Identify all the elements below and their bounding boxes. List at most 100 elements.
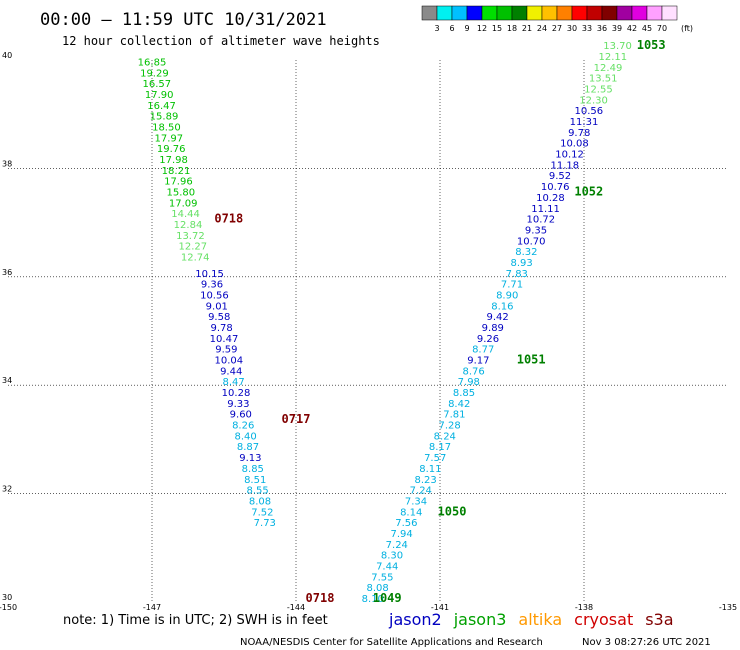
- colorbar-swatch: [511, 5, 528, 21]
- colorbar-swatch: [496, 5, 513, 21]
- wave-height-label: 12.74: [181, 253, 210, 264]
- wave-height-label: 8.87: [237, 442, 259, 453]
- colorbar-tick-label: 33: [582, 24, 592, 33]
- wave-height-label: 17.96: [164, 177, 193, 188]
- wave-height-label: 9.52: [549, 171, 571, 182]
- wave-height-label: 8.55: [246, 486, 268, 497]
- wave-height-label: 16.57: [142, 79, 171, 90]
- wave-height-label: 17.97: [154, 133, 183, 144]
- wave-height-label: 8.23: [414, 475, 436, 486]
- colorbar-swatch: [586, 5, 603, 21]
- wave-height-label: 9.59: [215, 345, 237, 356]
- colorbar-tick-label: 12: [477, 24, 487, 33]
- wave-height-label: 7.44: [376, 561, 398, 572]
- wave-height-label: 10.12: [555, 150, 584, 161]
- wave-height-label: 9.26: [477, 334, 499, 345]
- wave-height-label: 12.27: [178, 242, 207, 253]
- wave-height-label: 8.26: [232, 421, 254, 432]
- colorbar-swatch: [451, 5, 468, 21]
- wave-height-label: 8.93: [510, 258, 532, 269]
- pass-time-label: 0717: [282, 412, 311, 426]
- colorbar-swatch: [601, 5, 618, 21]
- footer-credit: NOAA/NESDIS Center for Satellite Applica…: [240, 637, 543, 648]
- colorbar-swatch: [436, 5, 453, 21]
- wave-height-label: 15.89: [150, 112, 179, 123]
- wave-height-label: 10.70: [517, 236, 546, 247]
- colorbar-tick-label: 45: [642, 24, 652, 33]
- axes: -150 -147 -144 -141 -138 -135 40 38 36 34 32 30: [0, 51, 737, 612]
- wave-height-label: 8.08: [366, 583, 388, 594]
- colorbar-swatch: [616, 5, 633, 21]
- wave-height-label: 15.80: [166, 188, 195, 199]
- pass-time-label: 1050: [438, 504, 467, 518]
- colorbar-tick-label: 70: [657, 24, 667, 33]
- wave-height-label: 9.44: [220, 366, 242, 377]
- wave-height-label: 16.47: [147, 101, 176, 112]
- colorbar-tick-label: 6: [449, 24, 454, 33]
- wave-height-label: 11.31: [570, 117, 599, 128]
- wave-height-label: 12.55: [584, 85, 613, 96]
- wave-height-label: 18.50: [152, 122, 181, 133]
- chart-title: 00:00 — 11:59 UTC 10/31/2021: [40, 10, 327, 30]
- wave-height-label: 12.30: [579, 95, 608, 106]
- wave-height-label: 8.11: [419, 464, 441, 475]
- wave-height-label: 9.42: [486, 312, 508, 323]
- pass-time-label: 1052: [574, 185, 603, 199]
- wave-height-label: 13.51: [589, 74, 618, 85]
- wave-height-label: 7.57: [424, 453, 446, 464]
- y-tick-label: 40: [2, 51, 12, 60]
- track-jason3-west-south: 10.159.3610.569.019.589.7810.479.5910.04…: [195, 269, 276, 529]
- colorbar-tick-label: 24: [537, 24, 547, 33]
- colorbar-tick-label: 9: [464, 24, 469, 33]
- x-tick-label: -147: [143, 603, 161, 612]
- colorbar-tick-label: 18: [507, 24, 517, 33]
- wave-height-label: 8.40: [234, 431, 256, 442]
- wave-height-label: 12.49: [594, 63, 623, 74]
- y-tick-label: 38: [2, 159, 12, 168]
- footer-note: note: 1) Time is in UTC; 2) SWH is in fe…: [63, 613, 328, 628]
- legend-jason2: jason2: [388, 610, 442, 629]
- legend-cryosat: cryosat: [574, 610, 633, 629]
- pass-time-label: 1051: [517, 353, 546, 367]
- legend-s3a: s3a: [645, 610, 673, 629]
- wave-height-label: 14.44: [171, 209, 200, 220]
- wave-height-label: 18.21: [162, 166, 191, 177]
- wave-height-label: 8.42: [448, 399, 470, 410]
- wave-height-label: 8.17: [429, 442, 451, 453]
- wave-height-label: 8.51: [244, 475, 266, 486]
- colorbar-swatch: [571, 5, 588, 21]
- colorbar-tick-label: 30: [567, 24, 577, 33]
- wave-height-label: 11.18: [550, 160, 579, 171]
- legend-altika: altika: [518, 610, 562, 629]
- wave-height-label: 8.85: [242, 464, 264, 475]
- wave-height-label: 13.72: [176, 231, 205, 242]
- colorbar-swatch: [481, 5, 498, 21]
- wave-height-label: 9.33: [227, 399, 249, 410]
- wave-height-label: 7.81: [443, 410, 465, 421]
- wave-height-label: 7.98: [458, 377, 480, 388]
- wave-height-label: 8.76: [462, 366, 484, 377]
- colorbar-tick-label: 21: [522, 24, 532, 33]
- wave-height-label: 19.29: [140, 68, 169, 79]
- colorbar-swatch: [661, 5, 678, 21]
- wave-height-label: 8.32: [515, 247, 537, 258]
- legend-jason3: jason3: [453, 610, 507, 629]
- track-jason3-east: 8.108.087.557.448.307.247.947.568.147.34…: [362, 41, 632, 605]
- wave-height-label: 10.56: [200, 290, 229, 301]
- colorbar-tick-label: 39: [612, 24, 622, 33]
- wave-height-label: 10.28: [222, 388, 251, 399]
- wave-height-label: 19.76: [157, 144, 186, 155]
- pass-time-label: 1049: [373, 591, 402, 605]
- colorbar-tick-label: 42: [627, 24, 637, 33]
- wave-height-label: 11.11: [531, 204, 560, 215]
- wave-height-label: 17.90: [145, 90, 174, 101]
- chart-subtitle: 12 hour collection of altimeter wave hei…: [62, 34, 380, 48]
- wave-height-label: 13.70: [603, 41, 632, 52]
- wave-height-label: 10.47: [210, 334, 239, 345]
- wave-height-label: 16.85: [138, 57, 167, 68]
- colorbar-tick-label: 36: [597, 24, 607, 33]
- wave-height-label: 8.24: [434, 431, 456, 442]
- data-marks: 16.8519.2916.5717.9016.4715.8918.5017.97…: [138, 38, 666, 605]
- x-tick-label: -150: [0, 603, 17, 612]
- wave-height-label: 9.13: [239, 453, 261, 464]
